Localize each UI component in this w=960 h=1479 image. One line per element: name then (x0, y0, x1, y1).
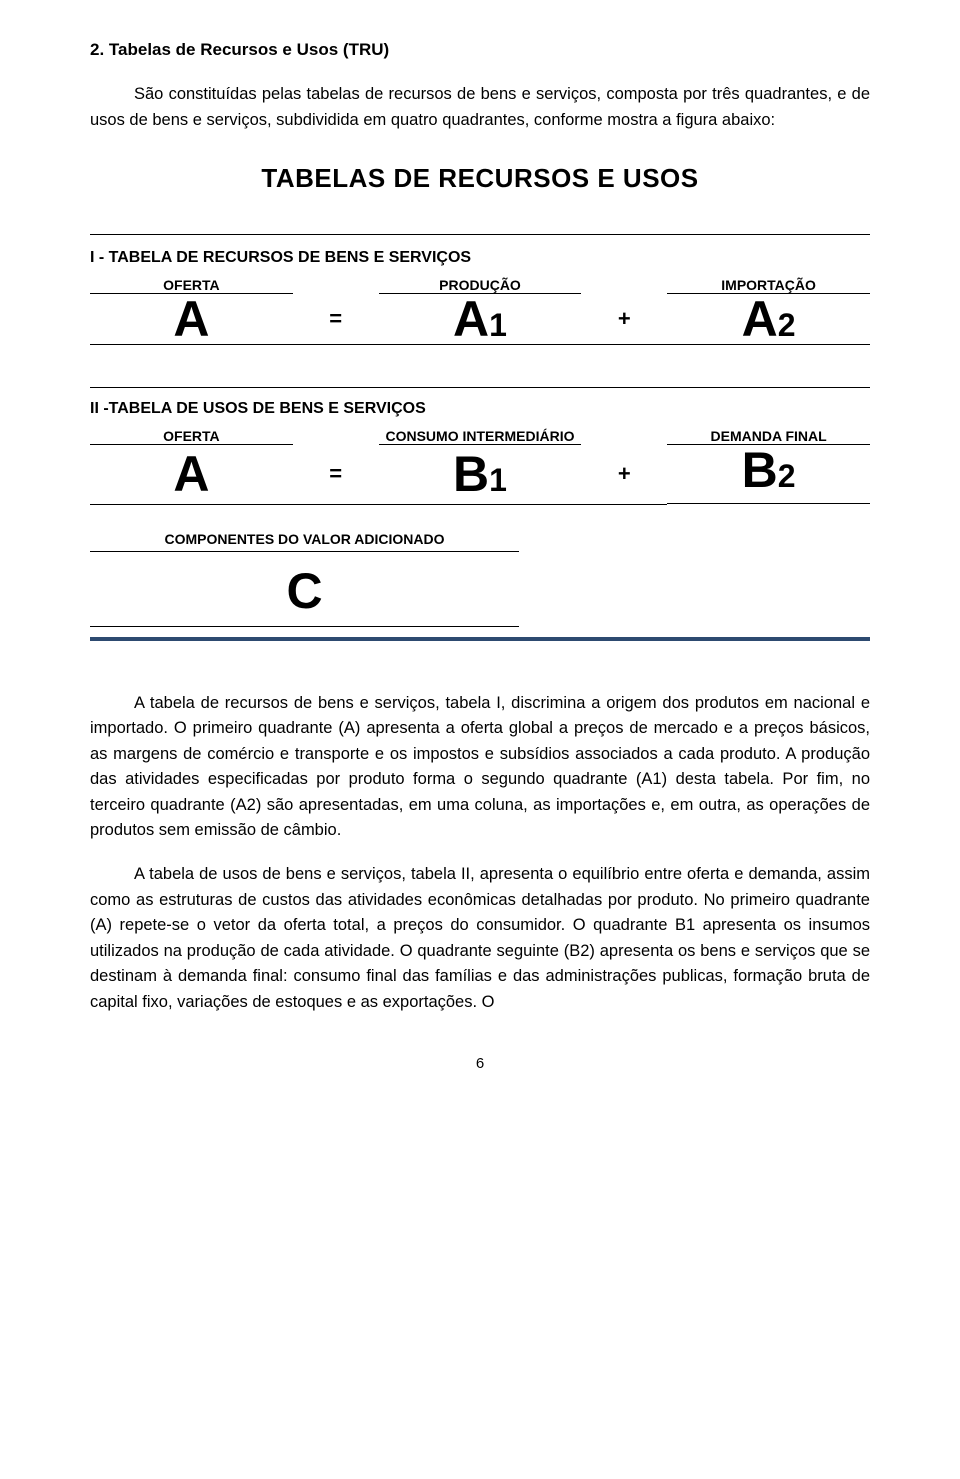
table2-section: II -TABELA DE USOS DE BENS E SERVIÇOS OF… (90, 387, 870, 627)
para1-text: A tabela de recursos de bens e serviços,… (90, 694, 870, 840)
table2-label-consumo: CONSUMO INTERMEDIÁRIO (379, 428, 582, 445)
componentes-block: COMPONENTES DO VALOR ADICIONADO C (90, 531, 519, 627)
table1-term-a1: A1 (379, 294, 582, 345)
intro-paragraph: São constituídas pelas tabelas de recurs… (90, 82, 870, 133)
body-paragraph-1: A tabela de recursos de bens e serviços,… (90, 691, 870, 844)
table1-term-a: A (90, 294, 293, 345)
body-paragraph-2: A tabela de usos de bens e serviços, tab… (90, 862, 870, 1015)
main-title: TABELAS DE RECURSOS E USOS (90, 163, 870, 194)
table1-term-a2: A2 (667, 294, 870, 345)
table2-equation: OFERTA CONSUMO INTERMEDIÁRIO DEMANDA FIN… (90, 428, 870, 505)
table2-title: II -TABELA DE USOS DE BENS E SERVIÇOS (90, 387, 870, 418)
table1-section: I - TABELA DE RECURSOS DE BENS E SERVIÇO… (90, 234, 870, 345)
table2-label-oferta: OFERTA (90, 428, 293, 445)
para2-text: A tabela de usos de bens e serviços, tab… (90, 865, 870, 1011)
thick-divider (90, 637, 870, 641)
componentes-title: COMPONENTES DO VALOR ADICIONADO (90, 531, 519, 552)
table1-equation: OFERTA PRODUÇÃO IMPORTAÇÃO A = A1 + A2 (90, 277, 870, 345)
table2-term-a: A (90, 445, 293, 505)
table2-term-b1: B1 (379, 445, 582, 505)
page-number: 6 (90, 1055, 870, 1072)
intro-text: São constituídas pelas tabelas de recurs… (90, 85, 870, 129)
componentes-letter: C (90, 552, 519, 627)
table1-title: I - TABELA DE RECURSOS DE BENS E SERVIÇO… (90, 249, 870, 267)
table2-op-plus: + (581, 445, 667, 505)
table2-term-b2: B2 (667, 445, 870, 505)
table2-op-eq: = (293, 445, 379, 505)
table1-op-eq: = (293, 294, 379, 345)
section-heading: 2. Tabelas de Recursos e Usos (TRU) (90, 40, 870, 60)
table1-op-plus: + (581, 294, 667, 345)
